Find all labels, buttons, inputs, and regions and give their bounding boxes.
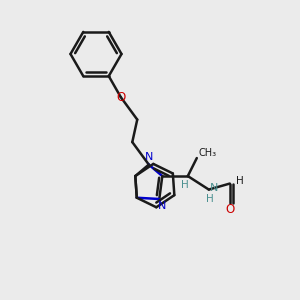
Text: CH₃: CH₃ xyxy=(198,148,216,158)
Text: H: H xyxy=(236,176,244,186)
Text: N: N xyxy=(158,201,166,211)
Text: H: H xyxy=(181,180,189,190)
Text: O: O xyxy=(116,91,125,103)
Text: H: H xyxy=(206,194,214,204)
Text: N: N xyxy=(145,152,153,162)
Text: N: N xyxy=(210,183,219,193)
Text: O: O xyxy=(225,203,234,216)
